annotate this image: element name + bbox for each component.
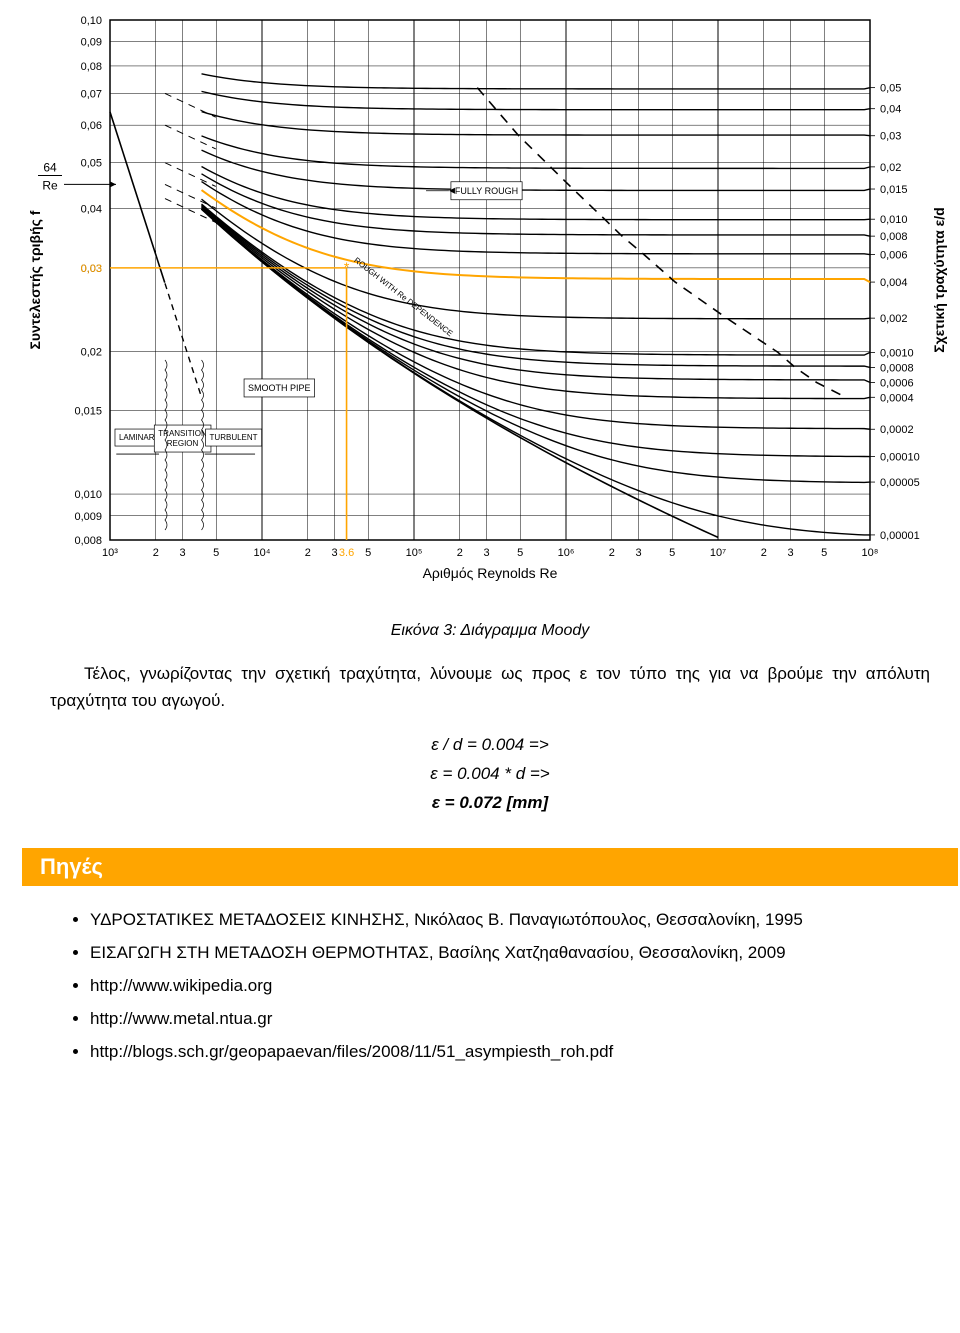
svg-text:3.6: 3.6 <box>339 547 354 559</box>
sources-header: Πηγές <box>22 848 958 886</box>
figure-caption: Εικόνα 3: Διάγραμμα Moody <box>10 622 960 640</box>
svg-text:3: 3 <box>635 547 641 559</box>
svg-text:0,0006: 0,0006 <box>880 377 914 389</box>
svg-text:0,07: 0,07 <box>81 88 102 100</box>
svg-text:10⁵: 10⁵ <box>406 547 423 559</box>
svg-text:0,0002: 0,0002 <box>880 424 914 436</box>
svg-text:2: 2 <box>761 547 767 559</box>
svg-text:Αριθμός Reynolds Re: Αριθμός Reynolds Re <box>423 565 558 581</box>
svg-text:0,0010: 0,0010 <box>880 347 914 359</box>
svg-text:10⁴: 10⁴ <box>254 547 271 559</box>
svg-text:5: 5 <box>669 547 675 559</box>
svg-text:LAMINAR: LAMINAR <box>119 433 155 442</box>
svg-text:Re: Re <box>42 178 58 192</box>
source-item: http://blogs.sch.gr/geopapaevan/files/20… <box>90 1038 930 1067</box>
svg-text:0,009: 0,009 <box>74 511 102 523</box>
svg-text:*: * <box>344 259 350 275</box>
sources-list: ΥΔΡΟΣΤΑΤΙΚΕΣ ΜΕΤΑΔΟΣΕΙΣ ΚΙΝΗΣΗΣ, Νικόλαο… <box>50 906 930 1066</box>
svg-text:0,05: 0,05 <box>880 83 901 95</box>
source-item: http://www.metal.ntua.gr <box>90 1005 930 1034</box>
svg-text:3: 3 <box>331 547 337 559</box>
svg-text:3: 3 <box>483 547 489 559</box>
svg-text:10⁷: 10⁷ <box>710 547 726 559</box>
svg-text:0,008: 0,008 <box>74 535 102 547</box>
svg-text:2: 2 <box>153 547 159 559</box>
svg-text:Συντελεστής τριβής f: Συντελεστής τριβής f <box>27 210 43 349</box>
svg-text:0,08: 0,08 <box>81 61 102 73</box>
svg-text:5: 5 <box>517 547 523 559</box>
svg-text:SMOOTH PIPE: SMOOTH PIPE <box>248 383 311 393</box>
source-item: ΕΙΣΑΓΩΓΗ ΣΤΗ ΜΕΤΑΔΟΣΗ ΘΕΡΜΟΤΗΤΑΣ, Βασίλη… <box>90 939 930 968</box>
body-paragraph-text: Τέλος, γνωρίζοντας την σχετική τραχύτητα… <box>50 660 930 714</box>
svg-text:5: 5 <box>821 547 827 559</box>
svg-text:0,05: 0,05 <box>81 158 102 170</box>
equation-line-2: ε = 0.004 * d => <box>10 760 960 789</box>
svg-text:Σχετική τραχύτητα ε/d: Σχετική τραχύτητα ε/d <box>931 207 947 352</box>
svg-text:0,010: 0,010 <box>74 489 102 501</box>
svg-text:3: 3 <box>787 547 793 559</box>
equations-block: ε / d = 0.004 => ε = 0.004 * d => ε = 0.… <box>10 731 960 818</box>
svg-text:0,03: 0,03 <box>880 131 901 143</box>
svg-text:0,015: 0,015 <box>74 406 102 418</box>
moody-chart-svg: 10³ 2 3 5 10⁴ 2 3 5 10⁵ 2 3 5 10⁶ 2 3 5 10⁷ 2 3 5 10⁸ 0,008 0,… <box>20 10 960 610</box>
svg-text:0,00005: 0,00005 <box>880 477 920 489</box>
svg-text:0,010: 0,010 <box>880 214 908 226</box>
svg-text:5: 5 <box>213 547 219 559</box>
svg-text:3: 3 <box>179 547 185 559</box>
svg-text:REGION: REGION <box>167 439 199 448</box>
svg-text:0,00001: 0,00001 <box>880 530 920 542</box>
svg-text:0,0008: 0,0008 <box>880 362 914 374</box>
svg-text:0,004: 0,004 <box>880 277 908 289</box>
svg-text:0,02: 0,02 <box>81 346 102 358</box>
svg-text:0,008: 0,008 <box>880 231 908 243</box>
body-paragraph: Τέλος, γνωρίζοντας την σχετική τραχύτητα… <box>50 660 930 714</box>
source-item: http://www.wikipedia.org <box>90 972 930 1001</box>
svg-text:0,06: 0,06 <box>81 120 102 132</box>
svg-text:5: 5 <box>365 547 371 559</box>
moody-chart: 10³ 2 3 5 10⁴ 2 3 5 10⁵ 2 3 5 10⁶ 2 3 5 10⁷ 2 3 5 10⁸ 0,008 0,… <box>20 10 960 610</box>
svg-text:0,002: 0,002 <box>880 313 908 325</box>
svg-text:10³: 10³ <box>102 547 118 559</box>
svg-text:0,04: 0,04 <box>880 104 901 116</box>
svg-text:0,04: 0,04 <box>81 204 102 216</box>
equation-line-1: ε / d = 0.004 => <box>10 731 960 760</box>
svg-text:2: 2 <box>305 547 311 559</box>
svg-text:TURBULENT: TURBULENT <box>210 433 258 442</box>
svg-text:0,10: 0,10 <box>81 15 102 27</box>
svg-text:0,0004: 0,0004 <box>880 392 914 404</box>
svg-text:0,02: 0,02 <box>880 162 901 174</box>
source-item: ΥΔΡΟΣΤΑΤΙΚΕΣ ΜΕΤΑΔΟΣΕΙΣ ΚΙΝΗΣΗΣ, Νικόλαο… <box>90 906 930 935</box>
svg-text:10⁶: 10⁶ <box>558 547 575 559</box>
equation-line-3: ε = 0.072 [mm] <box>10 789 960 818</box>
svg-text:FULLY ROUGH: FULLY ROUGH <box>455 186 518 196</box>
svg-text:0,015: 0,015 <box>880 184 908 196</box>
svg-text:64: 64 <box>43 160 57 174</box>
svg-text:0,00010: 0,00010 <box>880 452 920 464</box>
svg-text:2: 2 <box>609 547 615 559</box>
svg-text:0,03: 0,03 <box>81 263 102 275</box>
svg-text:2: 2 <box>457 547 463 559</box>
svg-text:0,09: 0,09 <box>81 37 102 49</box>
svg-text:10⁸: 10⁸ <box>862 547 879 559</box>
svg-text:0,006: 0,006 <box>880 250 908 262</box>
